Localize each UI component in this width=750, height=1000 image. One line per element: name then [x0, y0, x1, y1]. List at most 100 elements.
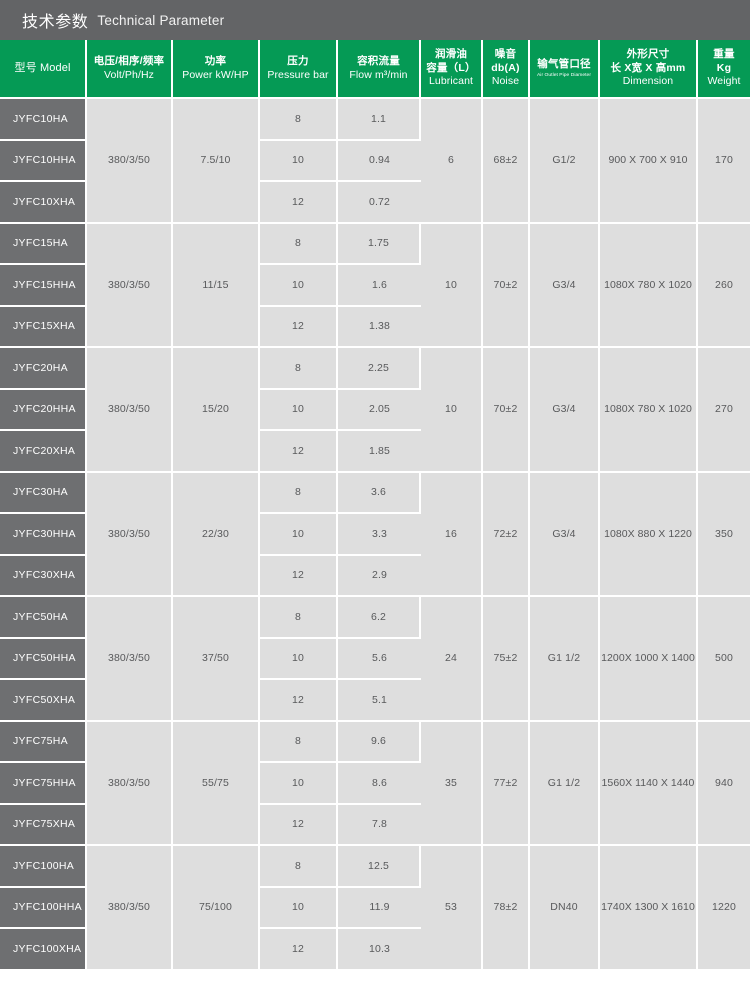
cell-pressure: 8: [260, 597, 338, 639]
cell-pressure: 8: [260, 99, 338, 141]
table-row: JYFC15HHA 10 1.6: [0, 265, 750, 307]
cell-power: 37/50: [173, 597, 260, 722]
table-row: JYFC50XHA 12 5.1: [0, 680, 750, 722]
section-title-cn: 技术参数: [22, 14, 89, 31]
cell-volt: 380/3/50: [87, 472, 173, 597]
header-en: Dimension: [622, 75, 674, 88]
table-row: JYFC10XHA 12 0.72: [0, 182, 750, 224]
cell-flow: 8.6: [338, 763, 421, 805]
cell-model: JYFC20HHA: [0, 389, 87, 431]
header-en: Lubricant: [428, 75, 474, 88]
column-header-volt-ph-hz: 电压/相序/频率 Volt/Ph/Hz: [87, 40, 173, 99]
cell-model: JYFC10XHA: [0, 182, 87, 224]
column-header-dimension: 外形尺寸长 X宽 X 高mm Dimension: [600, 40, 698, 99]
cell-flow: 7.8: [338, 804, 421, 846]
column-header-noise: 噪音 db(A) Noise: [483, 40, 530, 99]
cell-model: JYFC100XHA: [0, 929, 87, 971]
cell-weight: 500: [698, 597, 750, 722]
header-cn-2: 长 X宽 X 高mm: [610, 61, 686, 74]
header-cn: 润滑油: [434, 47, 468, 60]
cell-model: JYFC75HA: [0, 721, 87, 763]
cell-pressure: 12: [260, 929, 338, 971]
header-en: Weight: [707, 75, 741, 88]
cell-pipe-diameter: G1 1/2: [530, 597, 600, 722]
column-header-flow-m-min: 容积流量 Flow m³/min: [338, 40, 421, 99]
cell-weight: 270: [698, 348, 750, 473]
table-row: JYFC15HA 380/3/50 11/15 8 1.75 10 70±2 G3/4 1080…: [0, 223, 750, 348]
cell-lubricant: 16: [421, 472, 483, 597]
header-en: Power kW/HP: [182, 68, 249, 81]
cell-flow: 1.38: [338, 306, 421, 348]
cell-model: JYFC50HA: [0, 597, 87, 639]
table-header: 型号 Model 电压/相序/频率 Volt/Ph/Hz 功率 Power kW/HP 压…: [0, 40, 750, 99]
cell-noise: 72±2: [483, 472, 530, 597]
cell-lubricant: 10: [421, 348, 483, 473]
cell-flow: 9.6: [338, 721, 421, 763]
cell-power: 15/20: [173, 348, 260, 473]
column-header-lubricant: 润滑油 容量（L） Lubricant: [421, 40, 483, 99]
table-row: JYFC75HA 380/3/50 55/75 8 9.6 35 77±2 G1 1/2 156…: [0, 721, 750, 846]
table-row: JYFC30XHA 12 2.9: [0, 555, 750, 597]
cell-pressure: 8: [260, 721, 338, 763]
header-cn-2: Kg: [716, 61, 732, 74]
cell-pipe-diameter: G3/4: [530, 472, 600, 597]
cell-flow: 1.6: [338, 265, 421, 307]
column-header-weight: 重量 Kg Weight: [698, 40, 750, 99]
cell-model: JYFC30XHA: [0, 555, 87, 597]
cell-pressure: 12: [260, 680, 338, 722]
cell-lubricant: 6: [421, 99, 483, 224]
cell-model: JYFC10HHA: [0, 140, 87, 182]
cell-lubricant: 35: [421, 721, 483, 846]
cell-pressure: 8: [260, 223, 338, 265]
header-cn: 噪音: [494, 47, 517, 60]
cell-power: 11/15: [173, 223, 260, 348]
cell-pressure: 12: [260, 431, 338, 473]
table-row: JYFC100HHA 10 11.9: [0, 887, 750, 929]
cell-flow: 1.85: [338, 431, 421, 473]
cell-volt: 380/3/50: [87, 99, 173, 224]
cell-model: JYFC15HA: [0, 223, 87, 265]
cell-weight: 350: [698, 472, 750, 597]
header-en: Noise: [491, 75, 520, 88]
column-header-model: 型号 Model: [0, 40, 87, 99]
cell-weight: 940: [698, 721, 750, 846]
cell-flow: 2.05: [338, 389, 421, 431]
table-row: JYFC30HA 380/3/50 22/30 8 3.6 16 72±2 G3/4 1080X…: [0, 472, 750, 597]
cell-volt: 380/3/50: [87, 597, 173, 722]
cell-pressure: 8: [260, 472, 338, 514]
cell-weight: 170: [698, 99, 750, 224]
cell-noise: 77±2: [483, 721, 530, 846]
cell-volt: 380/3/50: [87, 223, 173, 348]
cell-pressure: 10: [260, 514, 338, 556]
section-title-bar: 技术参数 Technical Parameter: [0, 0, 750, 40]
cell-pressure: 10: [260, 140, 338, 182]
cell-model: JYFC30HHA: [0, 514, 87, 556]
cell-pipe-diameter: G1 1/2: [530, 721, 600, 846]
cell-pressure: 10: [260, 887, 338, 929]
cell-power: 7.5/10: [173, 99, 260, 224]
cell-model: JYFC30HA: [0, 472, 87, 514]
header-cn: 外形尺寸: [626, 47, 670, 60]
header-cn-2: db(A): [491, 61, 520, 74]
cell-flow: 0.94: [338, 140, 421, 182]
header-cn: 容积流量: [357, 54, 400, 67]
technical-parameter-table: 型号 Model 电压/相序/频率 Volt/Ph/Hz 功率 Power kW/HP 压…: [0, 40, 750, 971]
column-header-pressure-bar: 压力 Pressure bar: [260, 40, 338, 99]
header-en: Flow m³/min: [349, 68, 408, 81]
cell-pressure: 10: [260, 389, 338, 431]
cell-flow: 1.75: [338, 223, 421, 265]
cell-flow: 5.6: [338, 638, 421, 680]
section-title-en: Technical Parameter: [97, 12, 225, 28]
column-header-: 输气管口径 Air Outlet Pipe Diameter: [530, 40, 600, 99]
table-row: JYFC15XHA 12 1.38: [0, 306, 750, 348]
cell-flow: 3.6: [338, 472, 421, 514]
header-cn: 电压/相序/频率: [93, 54, 165, 67]
cell-lubricant: 10: [421, 223, 483, 348]
column-header-power-kw-hp: 功率 Power kW/HP: [173, 40, 260, 99]
cell-flow: 2.9: [338, 555, 421, 597]
cell-power: 55/75: [173, 721, 260, 846]
header-cn: 重量: [713, 47, 735, 60]
cell-lubricant: 24: [421, 597, 483, 722]
cell-dimension: 1080X 780 X 1020: [600, 348, 698, 473]
